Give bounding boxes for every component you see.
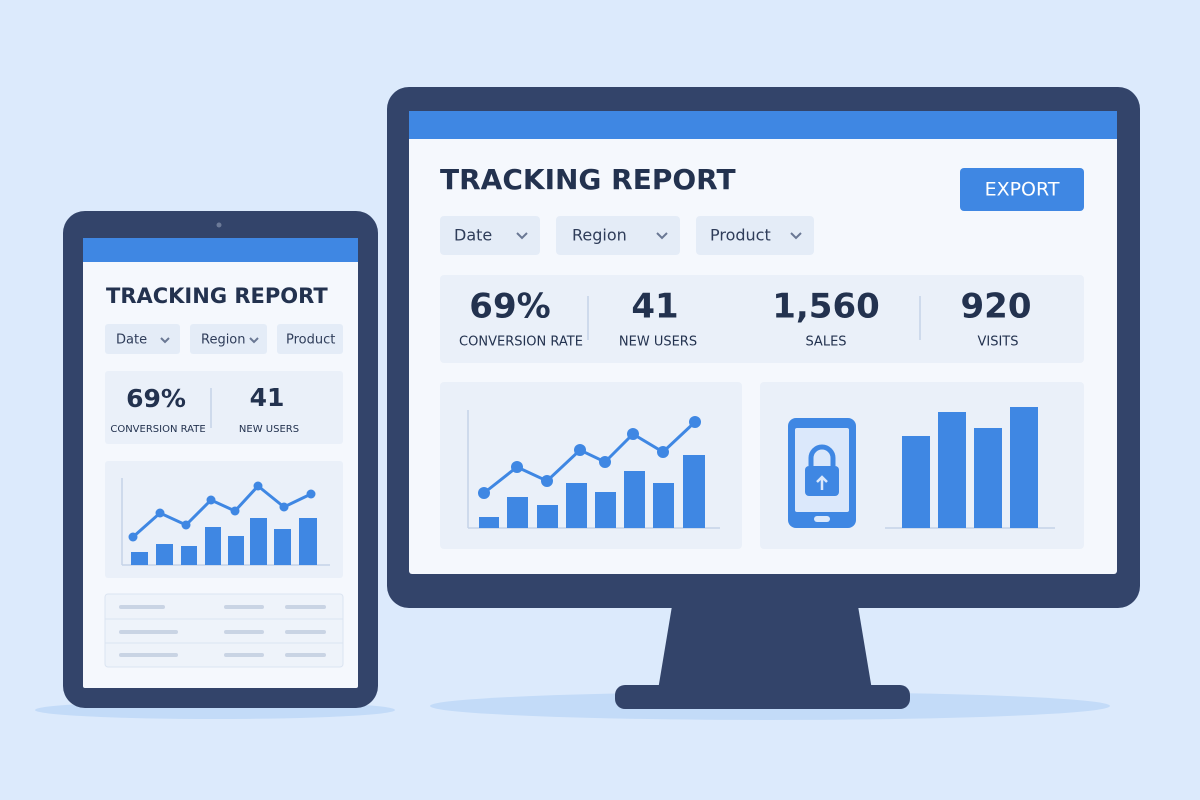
- filter-label[interactable]: Region: [572, 226, 627, 245]
- report-title: TRACKING REPORT: [106, 284, 328, 308]
- kpi-value: 41: [631, 287, 678, 327]
- bar-icon: [299, 518, 317, 565]
- filter-dropdown[interactable]: [556, 216, 680, 255]
- kpi-value: 69%: [126, 384, 186, 413]
- report-title: TRACKING REPORT: [440, 163, 736, 196]
- monitor: TRACKING REPORT EXPORT Date Region Produ…: [387, 87, 1140, 709]
- kpi-value: 1,560: [772, 287, 880, 327]
- bar-icon: [566, 483, 587, 528]
- table-panel: [104, 593, 344, 668]
- kpi-label: CONVERSION RATE: [459, 335, 583, 350]
- kpi-label: NEW USERS: [239, 424, 299, 435]
- kpi-value: 41: [250, 383, 285, 412]
- bar-icon: [274, 529, 291, 565]
- bar-icon: [228, 536, 244, 565]
- export-button[interactable]: [960, 168, 1084, 211]
- kpi-label: NEW USERS: [619, 335, 697, 350]
- tablet: TRACKING REPORT Date Region Product 69% …: [63, 211, 378, 708]
- bar-icon: [156, 544, 173, 565]
- filter-label[interactable]: Date: [116, 333, 147, 348]
- bar-icon: [131, 552, 148, 565]
- bar-icon: [250, 518, 267, 565]
- chart-illustration: [121, 478, 330, 566]
- header-bar: [83, 238, 358, 262]
- bar-icon: [653, 483, 674, 528]
- bar-icon: [624, 471, 645, 528]
- bar-icon: [479, 517, 499, 528]
- bar-icon: [507, 497, 528, 528]
- bar-icon: [595, 492, 616, 528]
- camera: [216, 222, 222, 228]
- line-icon: [132, 483, 312, 539]
- bar-icon: [974, 428, 1002, 528]
- lock-arrow: [816, 475, 828, 490]
- bar-icon: [683, 455, 705, 528]
- monitor-base: [615, 685, 910, 709]
- line-points: [128, 481, 316, 542]
- chart-illustration: [467, 410, 720, 529]
- filter-label[interactable]: Product: [286, 333, 335, 348]
- table-placeholder: [119, 605, 326, 657]
- kpi-label: VISITS: [977, 335, 1018, 350]
- filter-dropdown[interactable]: [105, 324, 180, 354]
- chevron: [656, 232, 668, 240]
- kpi-panel: [105, 371, 343, 444]
- security-illustration: [788, 407, 1055, 529]
- filter-dropdown[interactable]: [440, 216, 540, 255]
- phone-button: [814, 516, 830, 522]
- lock-shackle: [808, 444, 836, 466]
- filter-dropdown[interactable]: [696, 216, 814, 255]
- chevron: [160, 337, 170, 344]
- filter-label[interactable]: Product: [710, 226, 771, 245]
- kpi-label: SALES: [805, 335, 846, 350]
- chevron: [790, 232, 802, 240]
- header-bar: [409, 111, 1117, 139]
- kpi-value: 69%: [469, 287, 550, 327]
- kpi-label: CONVERSION RATE: [110, 424, 205, 435]
- bar-icon: [902, 436, 930, 528]
- line-points: [478, 416, 701, 499]
- chevron: [249, 337, 259, 344]
- kpi-value: 920: [961, 287, 1032, 327]
- bar-icon: [1010, 407, 1038, 528]
- bar-icon: [537, 505, 558, 528]
- filter-label[interactable]: Region: [201, 333, 246, 348]
- monitor-neck: [658, 606, 872, 690]
- bar-icon: [205, 527, 221, 565]
- filter-label[interactable]: Date: [454, 226, 492, 245]
- export-button-label[interactable]: EXPORT: [985, 179, 1060, 201]
- bar-icon: [181, 546, 197, 565]
- filter-dropdown[interactable]: [190, 324, 267, 354]
- kpi-panel: [440, 275, 1084, 363]
- filter-dropdown[interactable]: [277, 324, 343, 354]
- chevron: [516, 232, 528, 240]
- bar-icon: [938, 412, 966, 528]
